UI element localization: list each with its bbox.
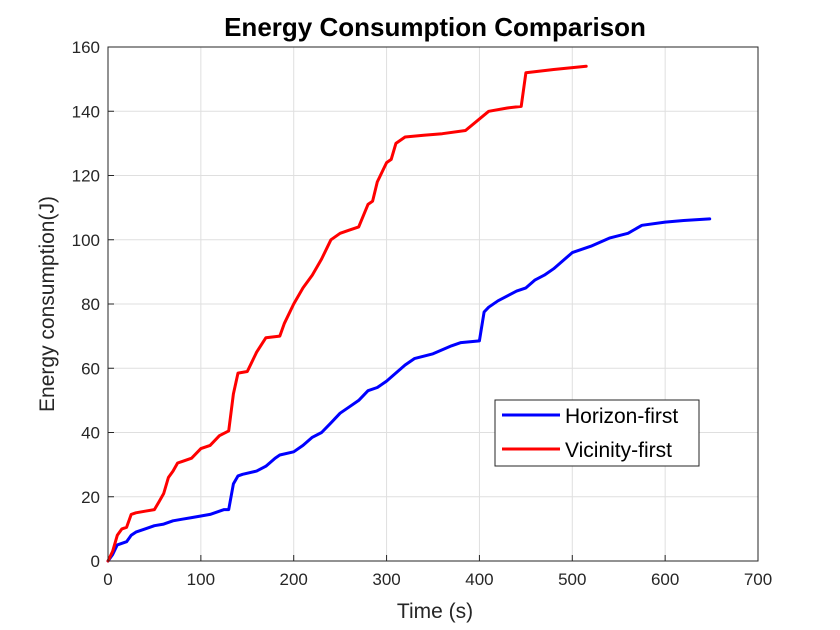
y-axis-label: Energy consumption(J) [36, 196, 59, 412]
y-tick-label: 80 [81, 295, 100, 314]
x-tick-label: 600 [651, 570, 679, 589]
x-tick-label: 400 [465, 570, 493, 589]
chart-title: Energy Consumption Comparison [224, 12, 646, 42]
y-tick-label: 160 [72, 38, 100, 57]
series-line-horizon-first [106, 217, 712, 563]
series-line-vicinity-first [106, 64, 588, 563]
ticks: 0 100 200 300 400 500 600 700 0 20 40 60 80 100 120 140… [72, 38, 773, 589]
legend-label-horizon-first: Horizon-first [565, 405, 678, 428]
series-layer [106, 64, 712, 563]
x-tick-label: 500 [558, 570, 586, 589]
y-tick-label: 60 [81, 359, 100, 378]
legend: Horizon-first Vicinity-first [494, 399, 700, 467]
legend-label-vicinity-first: Vicinity-first [565, 439, 672, 462]
x-tick-label: 700 [744, 570, 772, 589]
x-axis-label: Time (s) [397, 600, 473, 623]
x-tick-label: 0 [103, 570, 112, 589]
y-tick-label: 20 [81, 488, 100, 507]
y-tick-label: 100 [72, 231, 100, 250]
y-tick-label: 40 [81, 424, 100, 443]
x-tick-label: 100 [187, 570, 215, 589]
legend-box [494, 399, 700, 467]
x-tick-label: 300 [372, 570, 400, 589]
x-tick-label: 200 [280, 570, 308, 589]
y-tick-label: 120 [72, 167, 100, 186]
grid [108, 47, 758, 561]
y-tick-label: 0 [91, 552, 100, 571]
y-tick-label: 140 [72, 102, 100, 121]
